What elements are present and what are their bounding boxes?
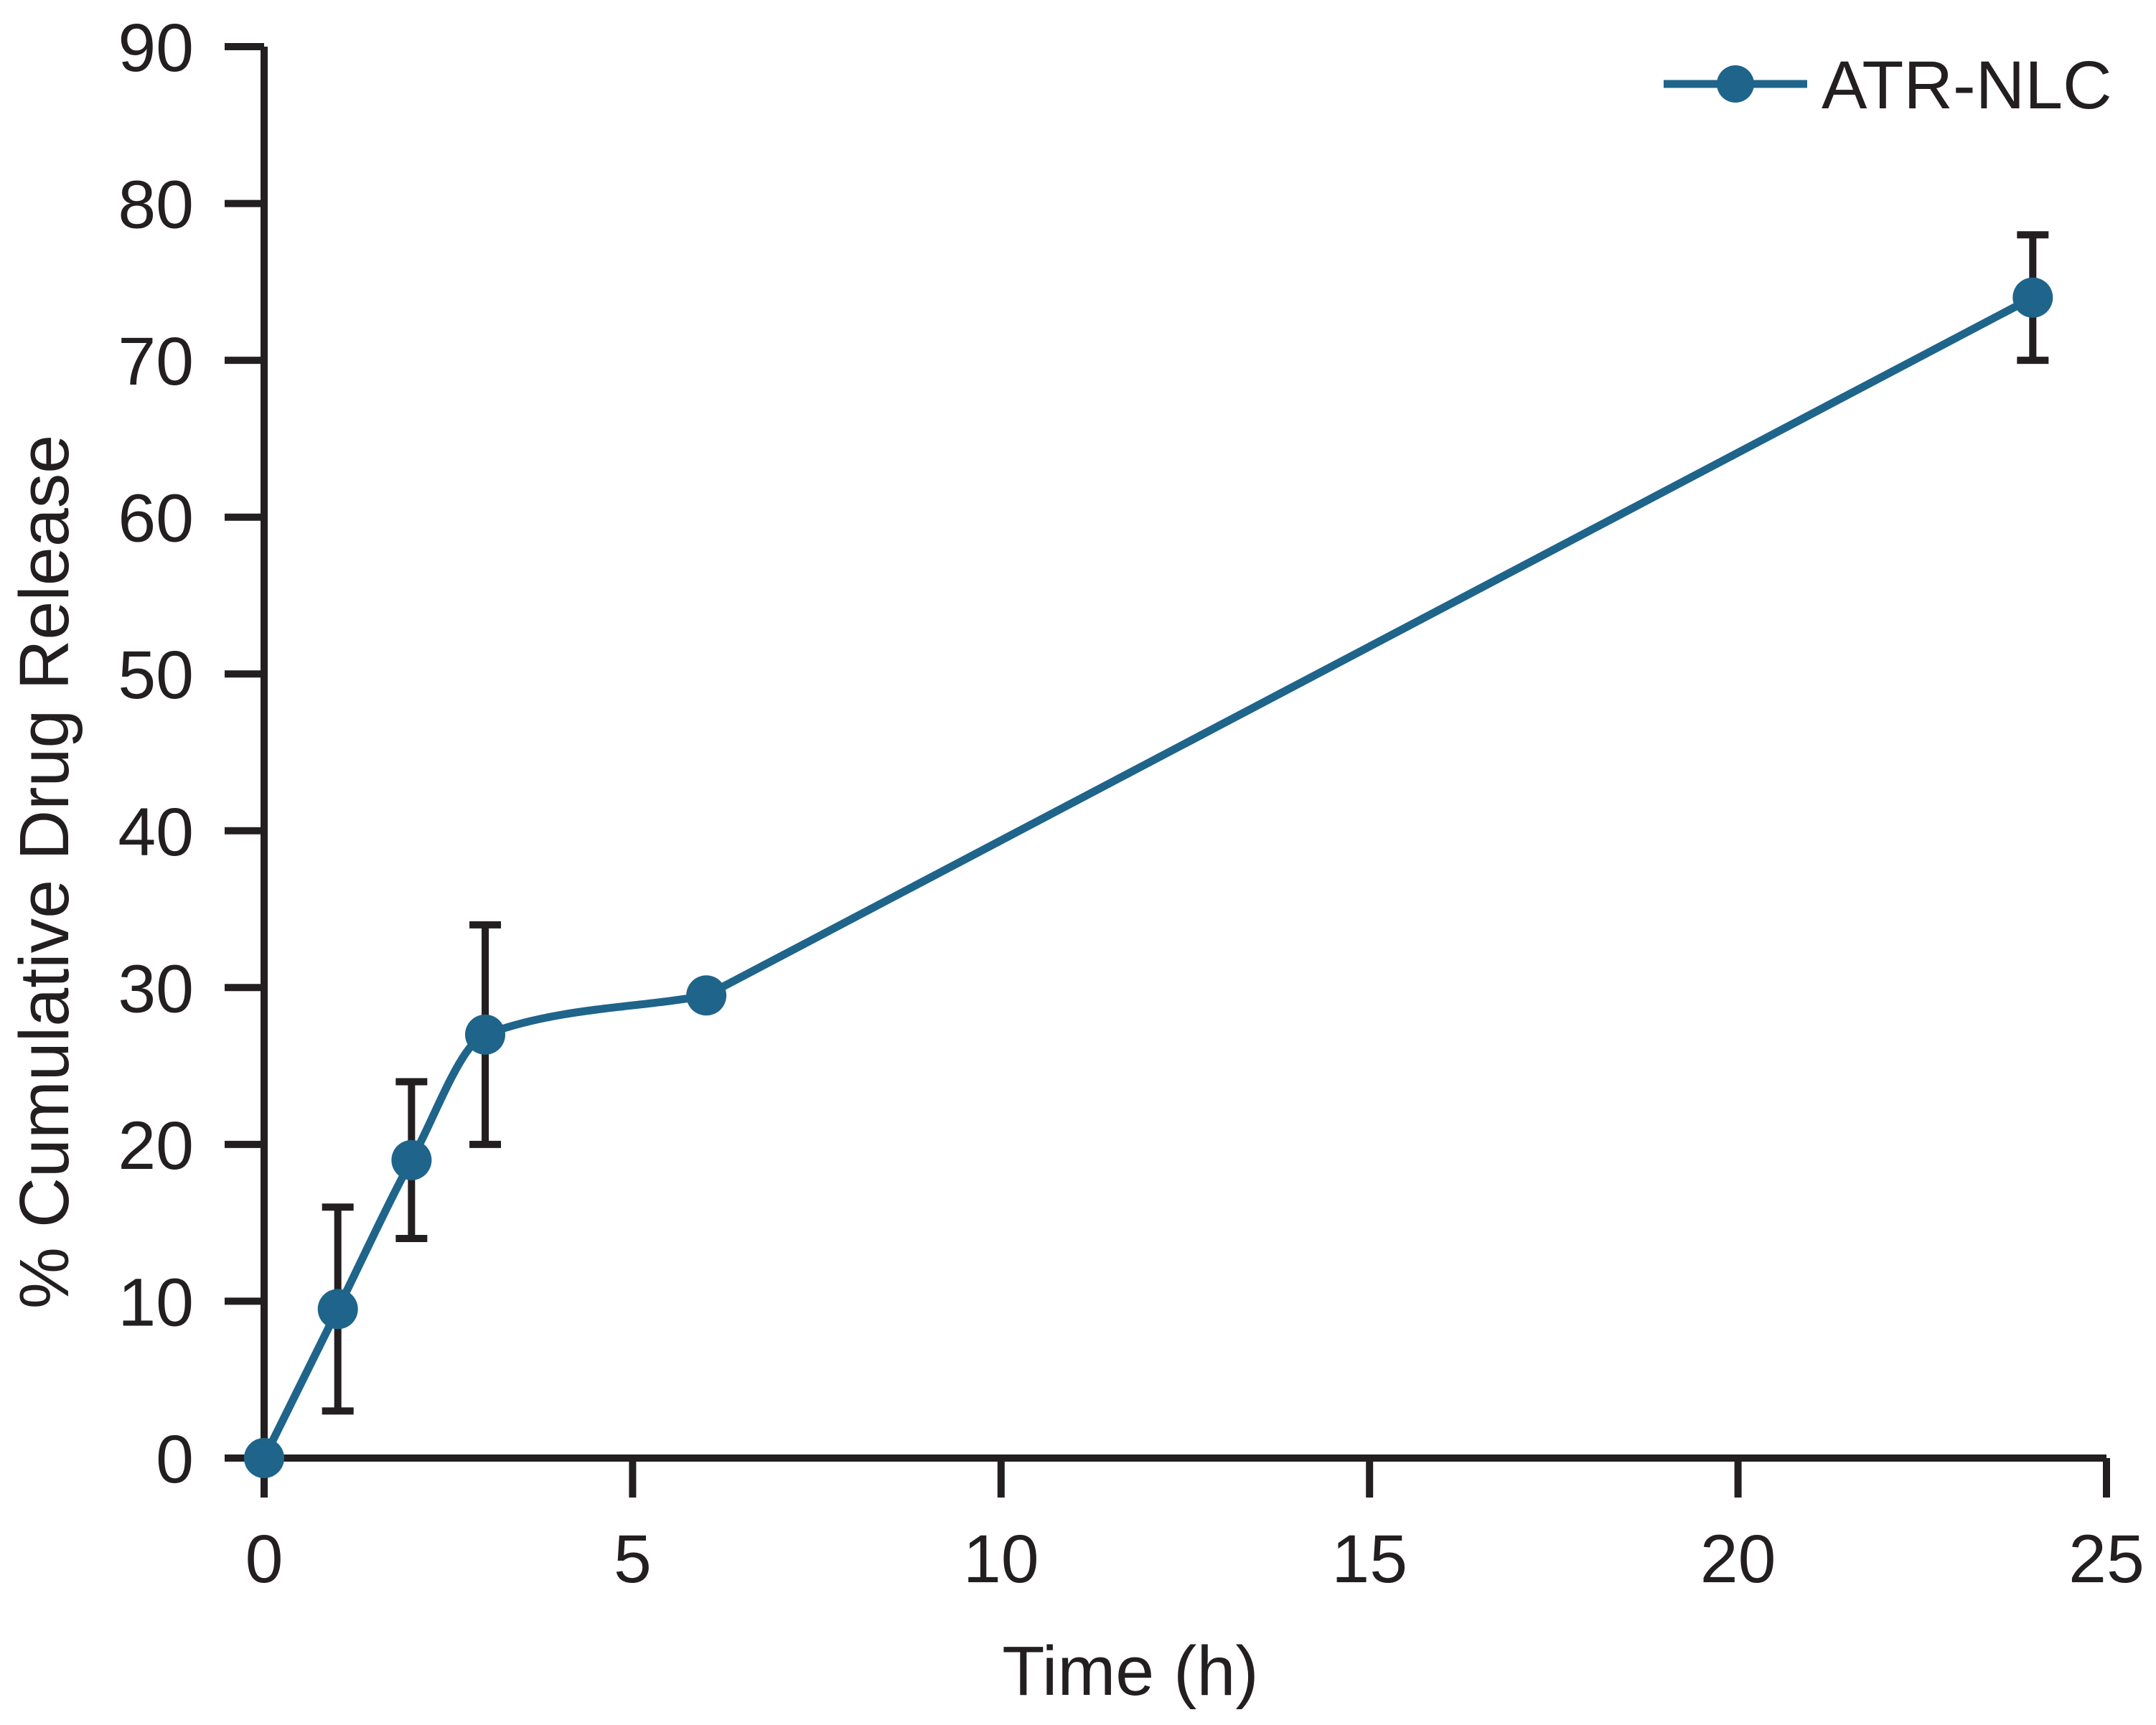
y-tick-label: 80 xyxy=(118,167,194,243)
data-point xyxy=(317,1289,358,1330)
y-tick-label: 10 xyxy=(118,1264,194,1340)
x-tick-label: 15 xyxy=(1331,1521,1407,1597)
y-tick-label: 40 xyxy=(118,794,194,870)
legend-label: ATR-NLC xyxy=(1822,47,2112,123)
y-tick-label: 50 xyxy=(118,637,194,713)
data-point xyxy=(2012,277,2053,318)
x-tick-label: 10 xyxy=(963,1521,1039,1597)
series-line xyxy=(261,293,2035,1460)
data-points xyxy=(244,277,2053,1478)
data-point xyxy=(244,1438,284,1478)
y-tick-label: 60 xyxy=(118,481,194,557)
y-tick-label: 20 xyxy=(118,1108,194,1184)
data-point xyxy=(465,1014,505,1055)
x-tick-label: 5 xyxy=(614,1521,652,1597)
x-tick-label: 25 xyxy=(2068,1521,2145,1597)
data-point xyxy=(391,1139,432,1180)
legend: ATR-NLC xyxy=(1664,47,2112,123)
legend-marker-icon xyxy=(1717,65,1754,103)
data-point xyxy=(686,975,727,1016)
x-tick-label: 0 xyxy=(245,1521,283,1597)
y-axis-title: % Cumulative Drug Release xyxy=(5,435,83,1309)
x-tick-label: 20 xyxy=(1700,1521,1776,1597)
y-tick-label: 70 xyxy=(118,324,194,400)
error-bars xyxy=(322,231,2049,1415)
axis-spines xyxy=(261,47,2106,1462)
y-tick-label: 90 xyxy=(118,10,194,86)
y-tick-label: 30 xyxy=(118,951,194,1027)
axes: 0 10 20 30 40 50 60 70 80 90 0 5 10 15 20 25 xyxy=(118,10,2145,1597)
y-tick-label: 0 xyxy=(156,1421,194,1498)
x-axis-title: Time (h) xyxy=(1002,1632,1258,1710)
